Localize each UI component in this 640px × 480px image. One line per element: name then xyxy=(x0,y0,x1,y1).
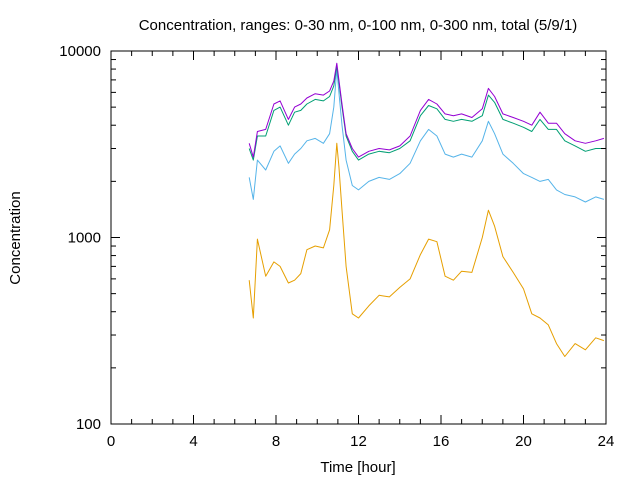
plot-frame xyxy=(110,50,607,425)
x-tick-label: 0 xyxy=(107,433,115,450)
y-tick-label: 10000 xyxy=(59,43,101,60)
axis-ticks: 0 4 8 12 16 20 24 100 1000 10000 xyxy=(59,43,614,450)
x-tick-label: 20 xyxy=(515,433,532,450)
plot-area xyxy=(248,62,605,357)
series-line-3 xyxy=(248,65,604,161)
x-tick-label: 16 xyxy=(433,433,450,450)
series-line-4 xyxy=(248,62,605,158)
x-tick-label: 4 xyxy=(189,433,197,450)
x-tick-label: 12 xyxy=(350,433,367,450)
y-tick-label: 100 xyxy=(76,416,101,433)
chart-title: Concentration, ranges: 0-30 nm, 0-100 nm… xyxy=(139,17,578,34)
y-axis-label: Concentration xyxy=(7,191,24,284)
series-line-2 xyxy=(248,68,605,203)
x-tick-label: 8 xyxy=(272,433,280,450)
y-tick-label: 1000 xyxy=(68,230,101,247)
series-line-1 xyxy=(248,142,605,357)
x-tick-label: 24 xyxy=(598,433,615,450)
x-axis-label: Time [hour] xyxy=(320,459,395,476)
